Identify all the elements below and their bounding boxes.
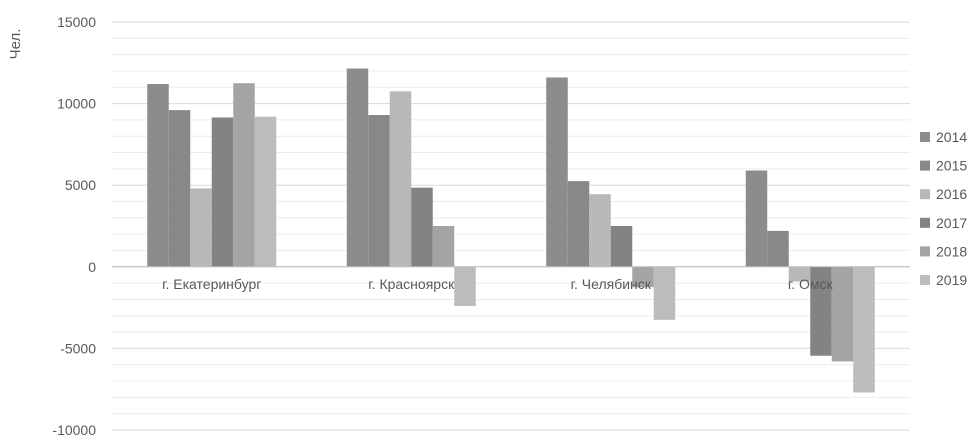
legend-label: 2017: [936, 215, 967, 231]
y-tick-label: 0: [88, 259, 96, 275]
bar-2015-3: [567, 181, 590, 267]
y-axis-title: Чел.: [7, 29, 24, 60]
bar-2018-1: [233, 83, 255, 267]
bar-2014-1: [147, 84, 169, 267]
bar-2019-3: [653, 266, 676, 320]
bar-2017-2: [411, 187, 433, 267]
legend-label: 2014: [936, 129, 967, 145]
bar-2016-2: [389, 91, 412, 267]
legend-label: 2016: [936, 186, 967, 202]
legend-swatch: [920, 189, 930, 200]
y-tick-label: -10000: [52, 422, 96, 437]
category-label: г. Красноярск: [368, 276, 455, 292]
y-tick-label: 5000: [65, 177, 96, 193]
legend-label: 2019: [936, 272, 967, 288]
category-label: г. Омск: [788, 276, 834, 292]
bar-2016-3: [589, 194, 611, 267]
bar-2018-2: [432, 226, 455, 267]
legend-label: 2015: [936, 158, 967, 174]
y-tick-label: 15000: [57, 14, 96, 30]
y-tick-label: -5000: [60, 340, 96, 356]
legend-swatch: [920, 246, 930, 257]
bar-2017-4: [810, 266, 832, 356]
bar-2015-1: [168, 110, 191, 267]
bar-2019-1: [254, 116, 277, 267]
bar-2015-4: [767, 230, 789, 267]
bars: [147, 68, 875, 393]
bar-2019-4: [853, 266, 875, 393]
bar-2016-4: [788, 266, 811, 282]
bar-2018-3: [632, 266, 654, 288]
legend-swatch: [920, 275, 930, 285]
legend: 2014 2015 2016 2017 2018 2019: [920, 129, 967, 288]
bar-2016-1: [190, 188, 212, 267]
bar-2017-1: [211, 117, 234, 267]
bar-2019-2: [454, 266, 476, 306]
category-label: г. Челябинск: [571, 276, 652, 292]
labels: 15000 10000 5000 0 -5000 -10000 Чел. г. Екатери…: [7, 14, 834, 438]
bar-2014-4: [745, 170, 768, 267]
legend-swatch: [920, 132, 930, 142]
legend-swatch: [920, 160, 930, 171]
legend-label: 2018: [936, 243, 967, 259]
bar-2017-3: [610, 226, 633, 267]
bar-2018-4: [831, 266, 854, 362]
bar-2015-2: [368, 115, 390, 267]
bar-2014-2: [346, 68, 369, 267]
y-tick-label: 10000: [57, 96, 96, 112]
legend-swatch: [920, 217, 930, 228]
category-label: г. Екатеринбург: [162, 276, 261, 292]
bar-2014-3: [546, 77, 568, 267]
